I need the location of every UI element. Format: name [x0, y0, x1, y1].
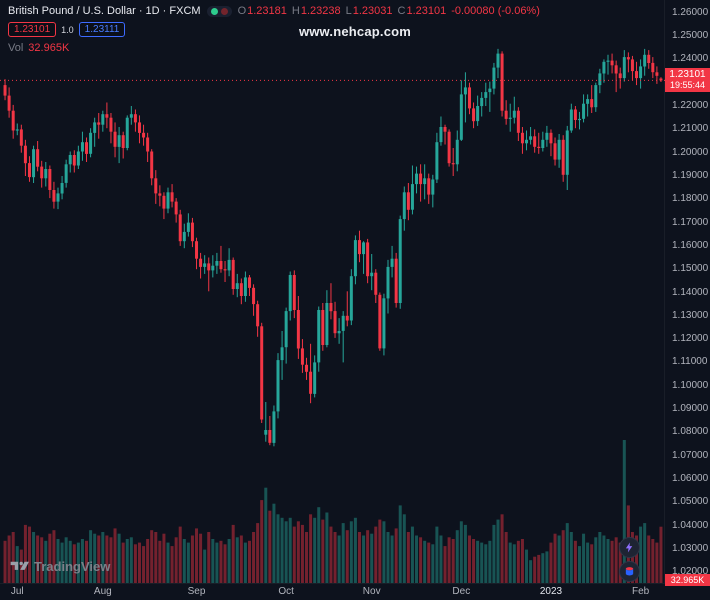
- price-tick: 1.11000: [672, 356, 708, 368]
- buy-dot-icon: [210, 7, 218, 15]
- broker-button[interactable]: [619, 561, 640, 582]
- price-tick: 1.13000: [672, 309, 709, 321]
- price-tick: 1.21000: [672, 123, 709, 135]
- low-value: 1.23031: [352, 5, 393, 17]
- price-tick: 1.15000: [672, 263, 709, 275]
- price-tick: 1.12000: [672, 333, 709, 345]
- tradingview-logo-text: TradingView: [34, 559, 111, 574]
- close-label: C: [397, 5, 406, 17]
- price-tick: 1.20000: [672, 146, 709, 158]
- price-tick: 1.09000: [672, 403, 709, 415]
- volume-badge: 32.965K: [665, 574, 710, 586]
- high-value: 1.23238: [300, 5, 341, 17]
- volume-label: Vol: [8, 42, 24, 54]
- chart-legend: British Pound / U.S. Dollar · 1D · FXCM …: [8, 5, 540, 54]
- time-tick: Oct: [278, 586, 294, 597]
- price-tick: 1.19000: [672, 169, 709, 181]
- volume-series: [3, 440, 663, 585]
- price-tick: 1.05000: [672, 496, 709, 508]
- time-tick: Aug: [93, 586, 112, 597]
- sell-dot-icon: [220, 7, 228, 15]
- sell-button[interactable]: 1.23101: [8, 22, 57, 37]
- bar-countdown: 19:55:44: [669, 80, 706, 91]
- price-tick: 1.07000: [672, 449, 709, 461]
- trade-toggle[interactable]: [206, 5, 232, 17]
- open-label: O: [237, 5, 247, 17]
- time-axis[interactable]: Jul Aug Sep Oct Nov Dec 2023 Feb: [0, 583, 710, 600]
- price-tick: 1.04000: [672, 519, 709, 531]
- price-tick: 1.18000: [672, 193, 709, 205]
- buy-button[interactable]: 1.23111: [78, 22, 126, 37]
- candle-series: [3, 48, 663, 447]
- trade-buttons-row: 1.23101 1.0 1.23111: [8, 22, 540, 37]
- current-price-value: 1.23101: [669, 69, 706, 81]
- candlestick-chart[interactable]: [0, 0, 665, 585]
- lightning-button[interactable]: [619, 537, 640, 558]
- volume-value: 32.965K: [28, 42, 70, 54]
- price-tick: 1.17000: [672, 216, 709, 228]
- time-tick: Nov: [362, 586, 381, 597]
- close-value: 1.23101: [406, 5, 447, 17]
- symbol-row: British Pound / U.S. Dollar · 1D · FXCM …: [8, 5, 540, 17]
- current-price-badge: 1.23101 19:55:44: [665, 68, 710, 93]
- change-value: -0.00080 (-0.06%): [451, 5, 540, 17]
- price-tick: 1.22000: [672, 100, 709, 112]
- price-tick: 1.08000: [672, 426, 709, 438]
- lightning-icon: [625, 542, 633, 553]
- time-tick: 2023: [539, 586, 563, 597]
- tradingview-logo[interactable]: TradingView: [10, 559, 110, 574]
- time-tick: Jul: [10, 586, 24, 597]
- price-tick: 1.26000: [672, 6, 709, 18]
- low-label: L: [345, 5, 352, 17]
- open-value: 1.23181: [247, 5, 287, 17]
- price-tick: 1.25000: [672, 30, 709, 42]
- price-tick: 1.10000: [672, 379, 709, 391]
- price-tick: 1.24000: [672, 53, 709, 65]
- symbol-title[interactable]: British Pound / U.S. Dollar · 1D · FXCM: [8, 5, 201, 17]
- price-tick: 1.06000: [672, 472, 709, 484]
- ohlc-values: O1.23181 H1.23238 L1.23031 C1.23101 -0.0…: [238, 5, 540, 17]
- volume-row: Vol 32.965K: [8, 42, 540, 54]
- price-tick: 1.02000: [672, 566, 709, 578]
- time-tick: Dec: [452, 586, 471, 597]
- price-tick: 1.14000: [672, 286, 709, 298]
- floating-buttons: [619, 537, 640, 582]
- time-tick: Sep: [187, 586, 206, 597]
- spread-value: 1.0: [61, 24, 74, 35]
- price-tick: 1.16000: [672, 239, 709, 251]
- high-label: H: [291, 5, 300, 17]
- tradingview-mark-icon: [10, 561, 29, 570]
- price-tick: 1.03000: [672, 542, 709, 554]
- time-tick: Feb: [631, 586, 650, 597]
- watermark: www.nehcap.com: [298, 24, 412, 39]
- broker-icon: [625, 567, 634, 576]
